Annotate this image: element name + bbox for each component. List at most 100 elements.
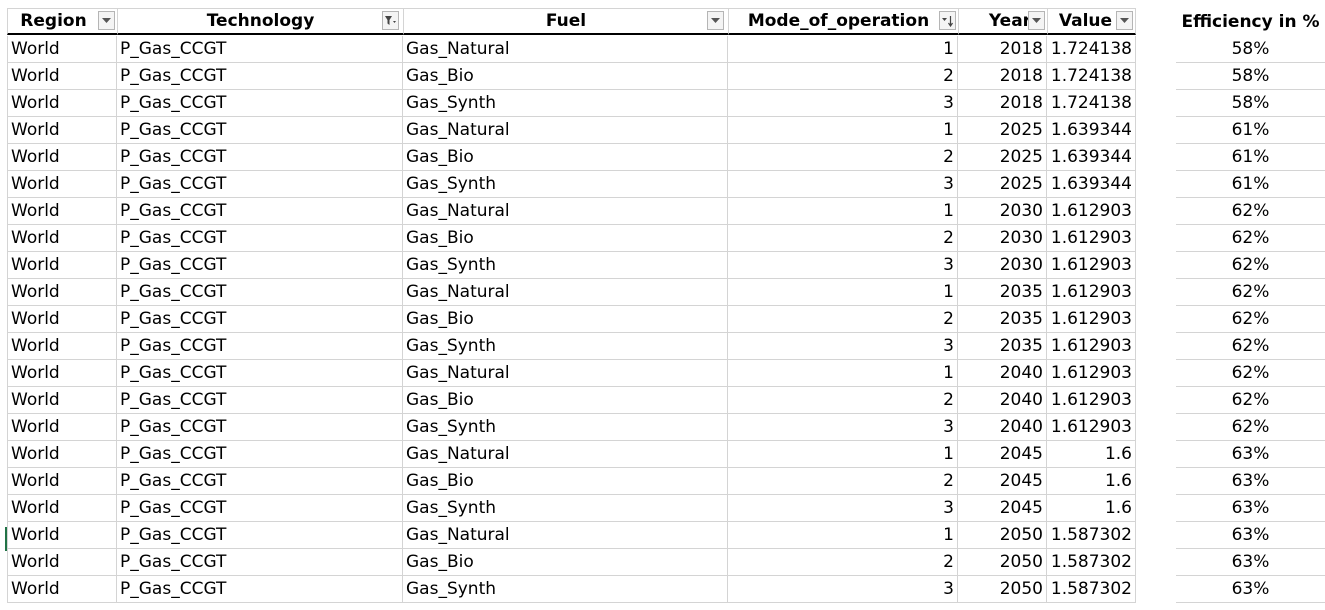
cell-mode[interactable]: 1 (728, 279, 958, 306)
cell-fuel[interactable]: Gas_Bio (403, 63, 728, 90)
cell-region[interactable]: World (7, 171, 117, 198)
cell-efficiency[interactable]: 58% (1176, 63, 1325, 90)
cell-fuel[interactable]: Gas_Synth (403, 90, 728, 117)
cell-technology[interactable]: P_Gas_CCGT (117, 63, 403, 90)
cell-region[interactable]: World (7, 549, 117, 576)
cell-efficiency[interactable]: 63% (1176, 549, 1325, 576)
cell-efficiency[interactable]: 63% (1176, 522, 1325, 549)
cell-value[interactable]: 1.612903 (1047, 360, 1136, 387)
cell-technology[interactable]: P_Gas_CCGT (117, 117, 403, 144)
efficiency-header[interactable]: Efficiency in % (1181, 11, 1320, 32)
cell-efficiency[interactable]: 62% (1176, 279, 1325, 306)
cell-region[interactable]: World (7, 225, 117, 252)
cell-mode[interactable]: 1 (728, 198, 958, 225)
cell-region[interactable]: World (7, 576, 117, 603)
cell-value[interactable]: 1.6 (1047, 495, 1136, 522)
cell-region[interactable]: World (7, 522, 117, 549)
cell-region[interactable]: World (7, 468, 117, 495)
cell-value[interactable]: 1.612903 (1047, 414, 1136, 441)
cell-fuel[interactable]: Gas_Bio (403, 468, 728, 495)
cell-mode[interactable]: 3 (728, 576, 958, 603)
cell-efficiency[interactable]: 63% (1176, 441, 1325, 468)
cell-value[interactable]: 1.612903 (1047, 279, 1136, 306)
cell-technology[interactable]: P_Gas_CCGT (117, 549, 403, 576)
cell-fuel[interactable]: Gas_Synth (403, 252, 728, 279)
cell-year[interactable]: 2025 (958, 117, 1047, 144)
cell-technology[interactable]: P_Gas_CCGT (117, 306, 403, 333)
cell-technology[interactable]: P_Gas_CCGT (117, 36, 403, 63)
cell-technology[interactable]: P_Gas_CCGT (117, 171, 403, 198)
cell-region[interactable]: World (7, 306, 117, 333)
cell-fuel[interactable]: Gas_Synth (403, 333, 728, 360)
cell-fuel[interactable]: Gas_Natural (403, 279, 728, 306)
cell-year[interactable]: 2035 (958, 279, 1047, 306)
cell-fuel[interactable]: Gas_Natural (403, 522, 728, 549)
cell-year[interactable]: 2035 (958, 306, 1047, 333)
cell-efficiency[interactable]: 63% (1176, 468, 1325, 495)
cell-fuel[interactable]: Gas_Bio (403, 144, 728, 171)
cell-fuel[interactable]: Gas_Bio (403, 549, 728, 576)
cell-region[interactable]: World (7, 441, 117, 468)
cell-year[interactable]: 2030 (958, 198, 1047, 225)
cell-region[interactable]: World (7, 279, 117, 306)
cell-technology[interactable]: P_Gas_CCGT (117, 495, 403, 522)
cell-year[interactable]: 2050 (958, 522, 1047, 549)
cell-region[interactable]: World (7, 333, 117, 360)
filter-dropdown-button[interactable] (98, 11, 115, 30)
cell-efficiency[interactable]: 61% (1176, 117, 1325, 144)
cell-region[interactable]: World (7, 63, 117, 90)
filter-dropdown-button[interactable] (1028, 11, 1045, 30)
cell-year[interactable]: 2050 (958, 576, 1047, 603)
cell-year[interactable]: 2030 (958, 225, 1047, 252)
cell-mode[interactable]: 2 (728, 468, 958, 495)
cell-mode[interactable]: 3 (728, 495, 958, 522)
cell-mode[interactable]: 1 (728, 36, 958, 63)
cell-efficiency[interactable]: 62% (1176, 306, 1325, 333)
cell-efficiency[interactable]: 58% (1176, 36, 1325, 63)
cell-fuel[interactable]: Gas_Bio (403, 306, 728, 333)
cell-efficiency[interactable]: 62% (1176, 387, 1325, 414)
cell-year[interactable]: 2025 (958, 171, 1047, 198)
cell-mode[interactable]: 2 (728, 63, 958, 90)
cell-technology[interactable]: P_Gas_CCGT (117, 144, 403, 171)
cell-efficiency[interactable]: 62% (1176, 225, 1325, 252)
cell-fuel[interactable]: Gas_Synth (403, 495, 728, 522)
column-header-fuel[interactable]: Fuel (403, 8, 728, 35)
cell-value[interactable]: 1.612903 (1047, 333, 1136, 360)
cell-mode[interactable]: 2 (728, 225, 958, 252)
cell-mode[interactable]: 2 (728, 144, 958, 171)
cell-efficiency[interactable]: 58% (1176, 90, 1325, 117)
cell-efficiency[interactable]: 63% (1176, 576, 1325, 603)
cell-year[interactable]: 2035 (958, 333, 1047, 360)
cell-fuel[interactable]: Gas_Synth (403, 414, 728, 441)
cell-year[interactable]: 2045 (958, 468, 1047, 495)
cell-mode[interactable]: 3 (728, 414, 958, 441)
cell-mode[interactable]: 2 (728, 306, 958, 333)
cell-region[interactable]: World (7, 36, 117, 63)
cell-value[interactable]: 1.724138 (1047, 90, 1136, 117)
filter-dropdown-button[interactable] (707, 11, 724, 30)
cell-year[interactable]: 2040 (958, 414, 1047, 441)
cell-year[interactable]: 2018 (958, 90, 1047, 117)
cell-efficiency[interactable]: 62% (1176, 360, 1325, 387)
cell-fuel[interactable]: Gas_Synth (403, 171, 728, 198)
cell-mode[interactable]: 1 (728, 117, 958, 144)
cell-technology[interactable]: P_Gas_CCGT (117, 333, 403, 360)
cell-mode[interactable]: 2 (728, 387, 958, 414)
cell-technology[interactable]: P_Gas_CCGT (117, 414, 403, 441)
cell-year[interactable]: 2040 (958, 360, 1047, 387)
cell-region[interactable]: World (7, 387, 117, 414)
cell-mode[interactable]: 3 (728, 171, 958, 198)
cell-efficiency[interactable]: 61% (1176, 144, 1325, 171)
cell-value[interactable]: 1.724138 (1047, 36, 1136, 63)
cell-technology[interactable]: P_Gas_CCGT (117, 441, 403, 468)
cell-mode[interactable]: 3 (728, 90, 958, 117)
cell-value[interactable]: 1.587302 (1047, 522, 1136, 549)
cell-efficiency[interactable]: 62% (1176, 198, 1325, 225)
cell-technology[interactable]: P_Gas_CCGT (117, 198, 403, 225)
cell-year[interactable]: 2040 (958, 387, 1047, 414)
cell-fuel[interactable]: Gas_Natural (403, 117, 728, 144)
filter-dropdown-button[interactable] (382, 11, 399, 30)
cell-technology[interactable]: P_Gas_CCGT (117, 225, 403, 252)
cell-fuel[interactable]: Gas_Natural (403, 360, 728, 387)
